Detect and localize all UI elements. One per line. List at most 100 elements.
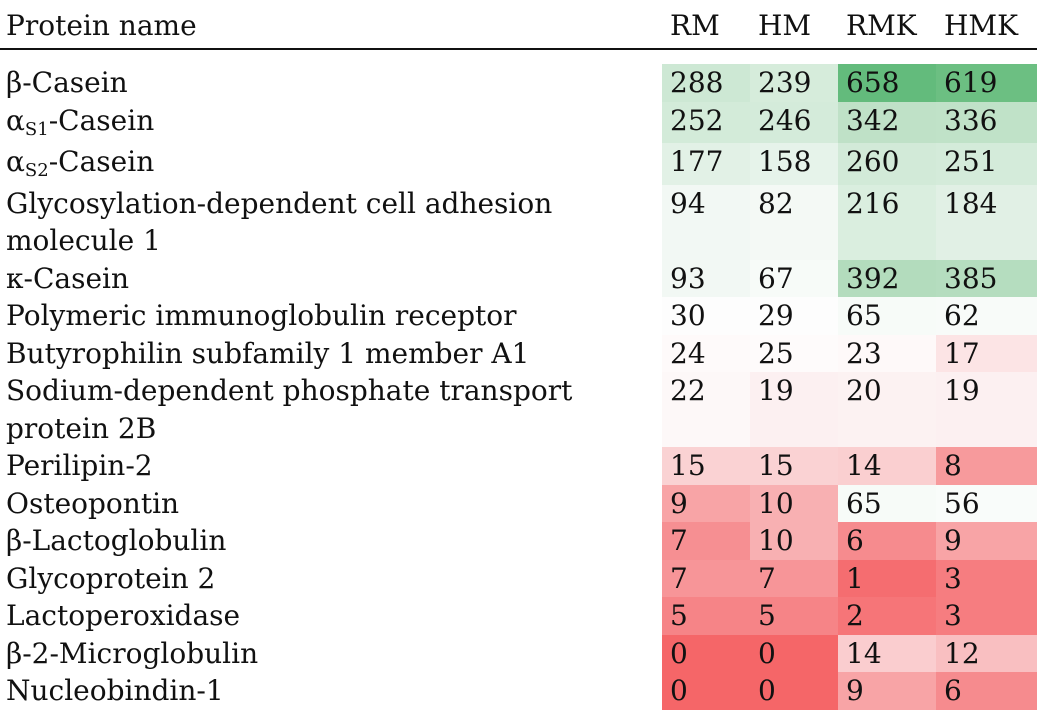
value-cell-rm: 177 [662,143,750,185]
protein-name-cell: Polymeric immunoglobulin receptor [0,297,662,335]
protein-name-cell: Glycoprotein 2 [0,560,662,598]
protein-name-cell: Osteopontin [0,485,662,523]
value-cell-rmk: 9 [838,672,936,710]
value-cell-hmk: 184 [936,184,1037,260]
value-cell-rm: 24 [662,334,750,372]
value-cell-hmk: 19 [936,372,1037,447]
table-row: β-Lactoglobulin 7 10 6 9 [0,522,1037,560]
value-cell-rmk: 65 [838,297,936,335]
value-cell-rm: 7 [662,559,750,597]
value-cell-rmk: 6 [838,522,936,560]
protein-name: Sodium-dependent phosphate transport pro… [6,374,573,445]
protein-name-cell: Sodium-dependent phosphate transport pro… [0,372,662,447]
value-cell-hmk: 3 [936,559,1037,597]
protein-name: α [6,103,25,137]
value-cell-hmk: 6 [936,672,1037,710]
value-cell-rm: 94 [662,184,750,260]
value-cell-hm: 0 [750,672,838,710]
protein-name-cell: β-Lactoglobulin [0,522,662,560]
header-rm: RM [662,0,750,50]
value-cell-rmk: 658 [838,64,936,102]
protein-name: β-Lactoglobulin [6,524,227,557]
protein-name: β-Casein [6,66,128,99]
table-row: Osteopontin 9 10 65 56 [0,484,1037,523]
value-cell-hmk: 3 [936,597,1037,635]
protein-name-suffix: -Casein [48,103,155,137]
header-spacer [0,49,1037,64]
protein-name-cell: Perilipin-2 [0,447,662,485]
value-cell-hm: 239 [750,64,838,102]
protein-name: Osteopontin [6,486,180,520]
value-cell-hmk: 9 [936,522,1037,560]
value-cell-rmk: 2 [838,597,936,635]
value-cell-hm: 82 [750,184,838,260]
value-cell-hm: 15 [750,447,838,485]
value-cell-rm: 7 [662,522,750,560]
header-hmk: HMK [936,0,1037,50]
value-cell-hm: 10 [750,522,838,560]
value-cell-rm: 0 [662,634,750,672]
protein-name-cell: Butyrophilin subfamily 1 member A1 [0,335,662,373]
protein-name: β-2-Microglobulin [6,636,259,670]
header-protein-name: Protein name [0,0,662,50]
value-cell-hm: 5 [750,597,838,635]
value-cell-hmk: 17 [936,334,1037,372]
table-row: β-Casein 288 239 658 619 [0,64,1037,102]
value-cell-rmk: 14 [838,447,936,485]
table-row: αS1-Casein 252 246 342 336 [0,101,1037,144]
value-cell-hmk: 336 [936,101,1037,143]
protein-name-subscript: S1 [24,118,49,140]
value-cell-hmk: 385 [936,259,1037,297]
protein-name: Glycoprotein 2 [6,561,216,595]
value-cell-hmk: 56 [936,484,1037,522]
table-row: Polymeric immunoglobulin receptor 30 29 65 6… [0,297,1037,335]
table-body: β-Casein 288 239 658 619 αS1-Casein 252 246 342 3… [0,49,1037,710]
table-row: Butyrophilin subfamily 1 member A1 24 25 23… [0,334,1037,373]
value-cell-rmk: 23 [838,334,936,372]
protein-name-cell: αS1-Casein [0,102,662,144]
value-cell-rm: 5 [662,597,750,635]
value-cell-hmk: 8 [936,447,1037,485]
table-row: Glycosylation-dependent cell adhesion mo… [0,184,1037,260]
header-row: Protein name RM HM RMK HMK [0,0,1037,50]
value-cell-rmk: 342 [838,101,936,143]
value-cell-hm: 67 [750,259,838,297]
value-cell-rmk: 14 [838,634,936,672]
value-cell-hm: 246 [750,101,838,143]
protein-name: Butyrophilin subfamily 1 member A1 [6,336,530,370]
protein-name-suffix: -Casein [48,145,155,178]
value-cell-hm: 158 [750,143,838,185]
protein-name-cell: κ-Casein [0,260,662,298]
header-hm: HM [750,0,838,50]
table-row: β-2-Microglobulin 0 0 14 12 [0,634,1037,673]
protein-name-cell: Lactoperoxidase [0,597,662,635]
value-cell-hm: 25 [750,334,838,372]
table-row: Nucleobindin-1 0 0 9 6 [0,672,1037,710]
value-cell-hmk: 62 [936,297,1037,335]
value-cell-rm: 288 [662,64,750,102]
header-rmk: RMK [838,0,936,50]
value-cell-hm: 7 [750,559,838,597]
value-cell-hm: 29 [750,297,838,335]
value-cell-rm: 9 [662,484,750,522]
value-cell-rmk: 392 [838,259,936,297]
protein-name-cell: β-2-Microglobulin [0,635,662,673]
table-row: αS2-Casein 177 158 260 251 [0,143,1037,185]
value-cell-rm: 93 [662,259,750,297]
protein-name: α [6,145,25,178]
value-cell-rmk: 1 [838,559,936,597]
protein-name-cell: αS2-Casein [0,143,662,185]
protein-name: Perilipin-2 [6,449,153,482]
value-cell-hm: 0 [750,634,838,672]
protein-name-subscript: S2 [24,160,49,181]
value-cell-rmk: 260 [838,143,936,185]
protein-name: Polymeric immunoglobulin receptor [6,299,517,332]
protein-name: Glycosylation-dependent cell adhesion mo… [6,186,553,258]
protein-name: Lactoperoxidase [6,599,241,632]
value-cell-hm: 19 [750,372,838,447]
value-cell-rm: 252 [662,101,750,143]
value-cell-hmk: 619 [936,64,1037,102]
value-cell-rm: 22 [662,372,750,447]
